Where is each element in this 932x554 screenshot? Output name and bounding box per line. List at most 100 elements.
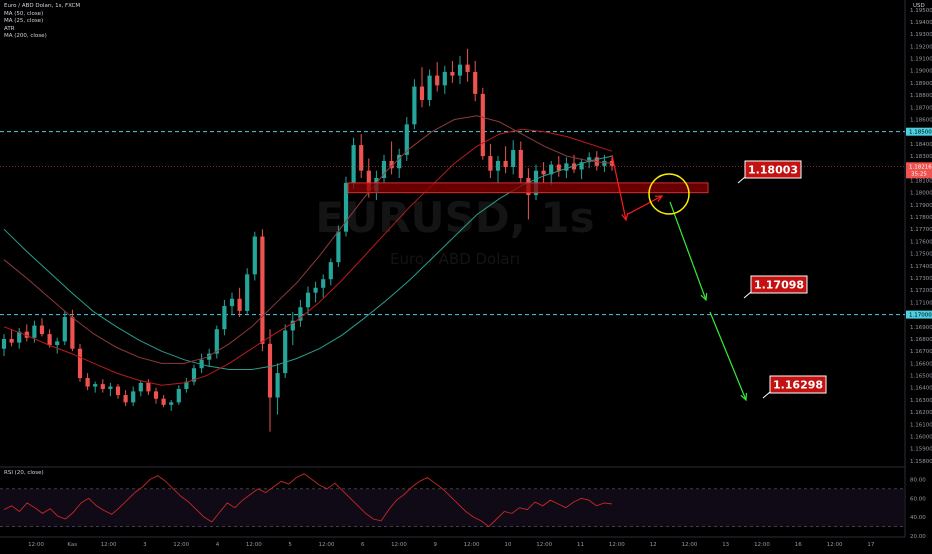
price-tick-label: 1.16000: [910, 435, 932, 441]
candle-body: [298, 307, 303, 321]
rsi-legend[interactable]: RSI (20, close): [4, 470, 44, 476]
time-tick-label: 5: [288, 542, 292, 548]
price-tick-label: 1.17700: [910, 227, 932, 233]
time-tick-label: 3: [143, 542, 147, 548]
price-tick-label: 1.16300: [910, 398, 932, 404]
callout-17098-pointer: [743, 291, 752, 299]
price-tick-label: 1.16800: [910, 337, 932, 343]
price-tick-label: 1.16100: [910, 422, 932, 428]
candle-body: [17, 331, 22, 343]
candle-body: [419, 86, 425, 100]
price-tick-label: 1.19000: [910, 69, 932, 75]
ma-red-line: [3, 128, 613, 386]
candle-body: [290, 320, 295, 331]
time-tick-label: 10: [504, 542, 511, 548]
candle-body: [366, 170, 371, 192]
time-tick-label: 12:00: [609, 542, 625, 548]
legend-ma-50[interactable]: MA (50, close): [4, 10, 44, 17]
time-tick-label: 12:00: [318, 542, 334, 548]
candle-body: [207, 353, 212, 360]
legend-ma-200[interactable]: MA (200, close): [4, 33, 47, 40]
time-tick-label: 12:00: [827, 542, 843, 548]
level-price-tag: [906, 310, 932, 319]
candle-body: [93, 384, 98, 387]
candle-body: [260, 236, 265, 344]
support-zone: [347, 182, 709, 194]
target-circle: [648, 173, 690, 215]
candle-body: [275, 373, 280, 398]
price-tick-label: 1.17300: [910, 276, 932, 282]
red-arrow-up: [627, 195, 663, 215]
candle-body: [9, 338, 14, 343]
price-tick-label: 1.17200: [910, 288, 932, 294]
time-tick-label: 16: [795, 542, 802, 548]
price-tick-label: 1.16700: [910, 349, 932, 355]
price-tick-label: 1.18400: [910, 142, 932, 148]
red-arrow-down: [611, 154, 627, 221]
candle-body: [229, 298, 235, 307]
candle-body: [305, 292, 311, 308]
green-arrow-first: [669, 201, 707, 301]
watermark-symbol: EURUSD, 1s: [315, 193, 594, 242]
candle-body: [161, 398, 166, 405]
rsi-tick-label: 20.00: [910, 534, 926, 540]
candle-body: [381, 160, 387, 179]
price-tick-label: 1.18100: [910, 178, 932, 184]
rsi-band: [0, 488, 905, 527]
callout-17098-box: [750, 275, 808, 294]
candle-body: [146, 382, 151, 392]
time-tick-label: 12:00: [681, 542, 697, 548]
price-tick-label: 1.16600: [910, 361, 932, 367]
candle-body: [579, 162, 584, 170]
candle-body: [549, 164, 554, 175]
price-tick-label: 1.17100: [910, 300, 932, 306]
candle-body: [24, 331, 29, 338]
time-tick-label: 9: [434, 542, 438, 548]
candle-body: [351, 145, 356, 183]
candle-body: [153, 391, 159, 399]
price-tick-label: 1.15900: [910, 447, 932, 453]
callout-18003-text: 1.18003: [748, 164, 798, 177]
time-tick-label: 12:00: [28, 542, 44, 548]
time-tick-label: 13: [722, 542, 729, 548]
level-price-tag: [906, 127, 932, 136]
price-tick-label: 1.17800: [910, 215, 932, 221]
legend-atr[interactable]: ATR: [4, 25, 15, 32]
time-tick-label: 6: [361, 542, 365, 548]
red-arrow-up-head: [654, 195, 664, 202]
price-tick-label: 1.18800: [910, 93, 932, 99]
rsi-tick-label: 40.00: [910, 515, 926, 521]
candle-body: [473, 71, 478, 94]
price-tick-label: 1.19300: [910, 32, 932, 38]
candle-body: [169, 402, 174, 405]
price-tick-label: 1.18300: [910, 154, 932, 160]
candle-body: [62, 317, 67, 342]
candle-body: [1, 338, 7, 349]
candle-body: [495, 160, 501, 171]
callout-18003-pointer: [737, 176, 746, 184]
candle-body: [503, 160, 508, 168]
time-tick-label: Kas: [67, 542, 77, 548]
candle-body: [541, 170, 546, 175]
legend-symbol[interactable]: Euro / ABD Doları, 1s, FXCM: [4, 3, 81, 9]
candle-body: [32, 325, 37, 338]
candle-body: [442, 71, 447, 86]
time-tick-label: 12:00: [464, 542, 480, 548]
red-arrow-down-head: [621, 213, 629, 222]
candle-body: [245, 274, 250, 311]
candle-body: [70, 317, 75, 349]
green-arrow-first-head: [700, 292, 708, 302]
candle-body: [480, 93, 485, 157]
time-tick-label: 12:00: [754, 542, 770, 548]
watermark-name: Euro / ABD Doları: [390, 250, 520, 268]
time-tick-label: 12:00: [536, 542, 552, 548]
time-tick-label: 12:00: [246, 542, 262, 548]
legend-ma-25[interactable]: MA (25, close): [4, 18, 44, 25]
candle-body: [488, 156, 493, 171]
time-tick-label: 12: [650, 542, 657, 548]
candle-body: [313, 287, 318, 293]
time-tick-label: 4: [216, 542, 220, 548]
candle-body: [55, 341, 60, 346]
